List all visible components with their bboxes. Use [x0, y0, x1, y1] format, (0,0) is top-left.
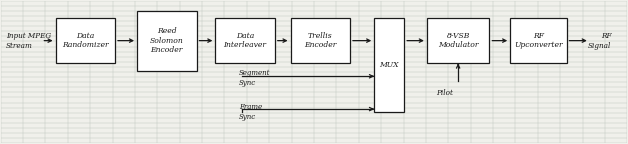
Bar — [374, 18, 404, 112]
Text: Reed
Solomon
Encoder: Reed Solomon Encoder — [150, 27, 183, 54]
Text: RF
Upconverter: RF Upconverter — [514, 32, 563, 49]
Bar — [55, 18, 115, 64]
Text: Data
Randomizer: Data Randomizer — [62, 32, 109, 49]
Text: Data
Interleaver: Data Interleaver — [224, 32, 266, 49]
Text: Input MPEG
Stream: Input MPEG Stream — [6, 32, 51, 50]
Bar — [291, 18, 350, 64]
Text: RF
Signal: RF Signal — [588, 32, 612, 50]
Text: 8-VSB
Modulator: 8-VSB Modulator — [438, 32, 479, 49]
Text: MUX: MUX — [379, 61, 399, 69]
Text: Segment
Sync: Segment Sync — [239, 69, 270, 87]
Bar — [427, 18, 489, 64]
Bar — [215, 18, 275, 64]
Bar — [510, 18, 566, 64]
Text: Trellis
Encoder: Trellis Encoder — [304, 32, 337, 49]
Bar — [137, 11, 197, 71]
Text: Pilot: Pilot — [436, 89, 453, 97]
Text: Frame
Sync: Frame Sync — [239, 103, 262, 121]
